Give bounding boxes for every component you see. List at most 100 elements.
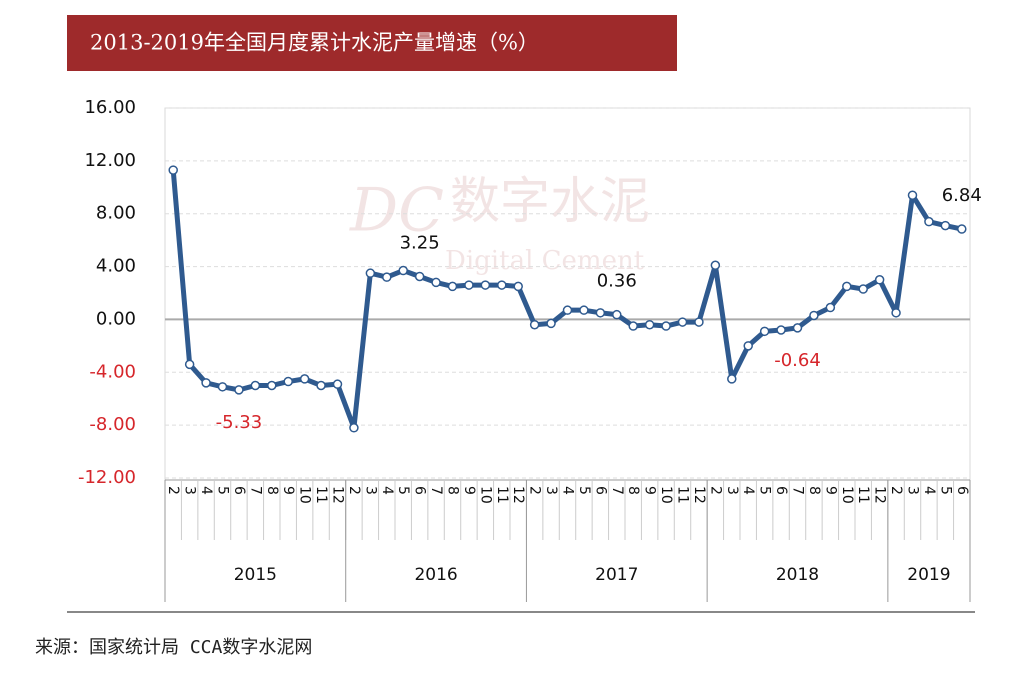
x-tick-label: 11 [675, 486, 691, 504]
y-tick-label: 4.00 [96, 256, 136, 277]
point [874, 275, 885, 285]
point [267, 380, 277, 391]
point [661, 321, 671, 331]
x-tick-label: 2 [707, 486, 723, 495]
x-tick-label: 12 [330, 486, 346, 504]
x-tick-label: 12 [510, 486, 526, 504]
y-tick-label: -8.00 [89, 414, 136, 435]
point [776, 325, 786, 335]
point [612, 309, 622, 320]
x-tick-label: 5 [757, 486, 773, 495]
point [595, 308, 606, 318]
x-tick-label: 5 [215, 486, 231, 495]
year-label: 2015 [234, 565, 277, 585]
x-tick-label: 10 [839, 486, 855, 504]
x-tick-label: 6 [231, 486, 247, 495]
year-label: 2019 [907, 565, 950, 585]
x-tick-label: 3 [362, 486, 378, 495]
y-tick-label: -4.00 [89, 361, 136, 382]
x-tick-label: 4 [921, 486, 937, 495]
point [201, 378, 211, 388]
plot-area [164, 107, 971, 481]
year-label: 2017 [595, 565, 638, 585]
watermark-text: 数字水泥 [450, 172, 650, 230]
point [464, 280, 474, 290]
x-tick-label: 6 [773, 486, 789, 495]
point [628, 321, 638, 331]
x-tick-label: 8 [625, 486, 641, 495]
point [184, 359, 195, 370]
x-tick-label: 9 [461, 486, 477, 495]
x-tick-label: 4 [198, 486, 214, 495]
point [283, 376, 293, 387]
point [809, 310, 819, 321]
y-tick-label: 8.00 [96, 203, 136, 224]
x-tick-label: 3 [543, 486, 559, 495]
x-tick-label: 11 [494, 486, 510, 504]
x-tick-label: 10 [297, 486, 313, 504]
point [234, 385, 244, 395]
point [677, 317, 688, 327]
point [168, 165, 178, 175]
point [529, 319, 540, 330]
source-note: 来源：国家统计局 CCA数字水泥网 [35, 637, 312, 658]
x-tick-label: 5 [395, 486, 411, 495]
x-tick-label: 6 [592, 486, 608, 495]
x-tick-label: 10 [658, 486, 674, 504]
data-label: -5.33 [216, 412, 263, 433]
x-tick-label: 8 [806, 486, 822, 495]
x-tick-label: 12 [691, 486, 707, 504]
point [513, 281, 523, 292]
point [743, 341, 753, 351]
y-tick-label: 0.00 [96, 308, 136, 329]
point [907, 190, 918, 200]
point [759, 326, 770, 337]
x-tick-label: 9 [642, 486, 658, 495]
x-tick-label: 5 [576, 486, 592, 495]
point [546, 318, 556, 329]
x-tick-label: 12 [872, 486, 888, 504]
point [562, 305, 573, 315]
x-tick-label: 3 [724, 486, 740, 495]
y-tick-label: -12.00 [78, 467, 136, 488]
point [431, 277, 441, 288]
data-label: 6.84 [942, 185, 982, 206]
point [365, 268, 376, 278]
data-label: 3.25 [400, 232, 440, 253]
point [957, 224, 967, 234]
year-label: 2016 [414, 565, 457, 585]
x-tick-label: 2 [346, 486, 362, 495]
x-tick-label: 3 [905, 486, 921, 495]
point [924, 216, 934, 227]
x-tick-label: 3 [182, 486, 198, 495]
point [940, 220, 951, 231]
point [644, 319, 655, 330]
y-tick-label: 16.00 [84, 97, 136, 118]
point [497, 280, 507, 290]
x-tick-label: 4 [740, 486, 756, 495]
data-label: 0.36 [597, 271, 637, 292]
point [414, 271, 425, 282]
x-tick-label: 9 [822, 486, 838, 495]
point [299, 374, 310, 384]
chart-title: 2013-2019年全国月度累计水泥产量增速（%） [90, 31, 539, 55]
watermark-subtext: Digital Cement [445, 246, 645, 276]
x-tick-label: 6 [412, 486, 428, 495]
point [217, 382, 228, 392]
x-tick-label: 2 [527, 486, 543, 495]
watermark: DC 数字水泥 Digital Cement [349, 172, 650, 276]
point [825, 302, 836, 313]
point [316, 380, 326, 391]
x-tick-label: 4 [560, 486, 576, 495]
x-tick-label: 7 [428, 486, 444, 495]
x-tick-label: 7 [247, 486, 263, 495]
y-tick-label: 12.00 [84, 150, 136, 171]
x-tick-label: 8 [264, 486, 280, 495]
point [710, 260, 721, 270]
point [398, 265, 408, 276]
point [842, 281, 852, 292]
x-tick-label: 11 [313, 486, 329, 504]
x-tick-label: 10 [477, 486, 493, 504]
point [382, 272, 392, 282]
